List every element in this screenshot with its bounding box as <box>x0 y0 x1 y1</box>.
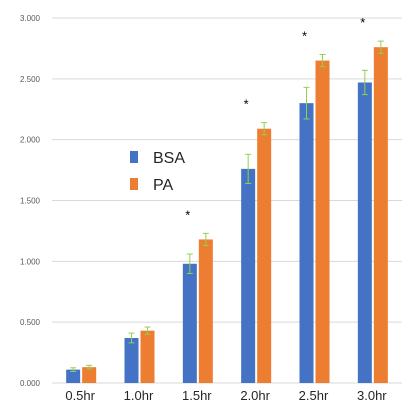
bar-bsa <box>66 369 81 383</box>
y-tick-label: 0.000 <box>20 379 41 388</box>
y-tick-label: 0.500 <box>20 318 41 327</box>
x-tick-label: 3.0hr <box>357 388 387 401</box>
legend: BSA PA <box>130 150 185 194</box>
gridlines <box>52 17 402 384</box>
significance-star: * <box>302 29 307 44</box>
legend-swatch-bsa <box>130 151 138 163</box>
bars <box>66 47 388 384</box>
bar-pa <box>82 367 97 383</box>
bar-bsa <box>182 263 197 383</box>
significance-markers: * * * * <box>185 15 365 222</box>
y-tick-label: 3.000 <box>20 14 41 23</box>
x-axis-tick-labels: 0.5hr 1.0hr 1.5hr 2.0hr 2.5hr 3.0hr <box>65 388 387 401</box>
significance-star: * <box>185 207 190 222</box>
y-axis-tick-labels: 0.000 0.500 1.000 1.500 2.000 2.500 3.000 <box>20 14 41 388</box>
bar-pa <box>257 128 272 383</box>
bar-pa <box>140 330 155 383</box>
x-tick-label: 1.0hr <box>124 388 154 401</box>
bar-pa <box>315 60 330 383</box>
bar-bsa <box>357 82 372 383</box>
x-tick-label: 2.0hr <box>240 388 270 401</box>
x-tick-label: 1.5hr <box>182 388 212 401</box>
y-tick-label: 1.000 <box>20 257 41 266</box>
error-bars <box>70 40 384 372</box>
y-tick-label: 2.500 <box>20 75 41 84</box>
significance-star: * <box>360 15 365 30</box>
x-tick-label: 0.5hr <box>65 388 95 401</box>
bar-pa <box>198 239 213 383</box>
bar-bsa <box>241 168 256 383</box>
legend-label-bsa: BSA <box>153 150 185 167</box>
legend-swatch-pa <box>130 178 138 190</box>
x-tick-label: 2.5hr <box>299 388 329 401</box>
legend-label-pa: PA <box>153 177 173 194</box>
significance-star: * <box>244 97 249 112</box>
bar-bsa <box>299 103 314 384</box>
y-tick-label: 2.000 <box>20 136 41 145</box>
bar-bsa <box>124 337 139 383</box>
y-tick-label: 1.500 <box>20 197 41 206</box>
bar-pa <box>373 47 388 383</box>
